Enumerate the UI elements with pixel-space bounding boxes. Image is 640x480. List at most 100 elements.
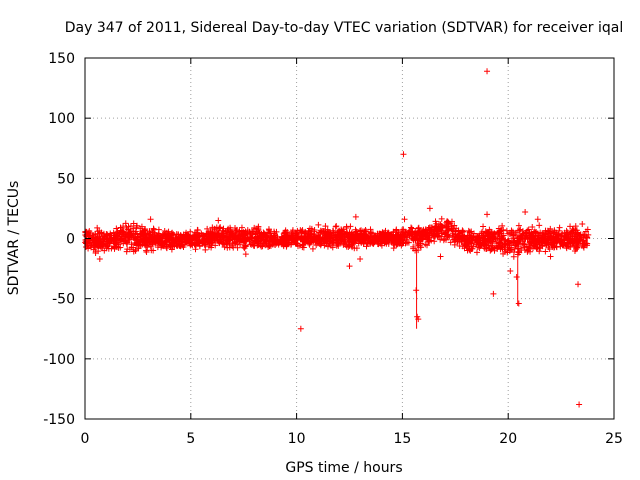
data-point [420,234,427,241]
data-point [146,228,153,235]
data-point [105,238,112,245]
data-point [510,230,517,237]
data-point [495,242,502,249]
data-point [198,239,205,246]
data-point [574,244,581,251]
data-point [409,233,416,240]
data-point [235,235,242,242]
data-point [103,230,110,237]
data-point [214,231,221,238]
data-point [334,230,341,237]
data-point [264,234,271,241]
data-point [514,237,521,244]
data-point [499,222,506,229]
data-point [314,236,321,243]
data-point [139,235,146,242]
data-point [309,245,316,252]
data-point [553,238,560,245]
outlier-point [490,290,497,297]
x-tick-label: 25 [605,431,623,447]
outlier-point [484,211,491,218]
data-point [473,249,480,256]
data-point [459,243,466,250]
data-point [476,244,483,251]
data-point [476,233,483,240]
data-point [174,236,181,243]
data-point [127,229,134,236]
data-point [329,244,336,251]
data-point [520,241,527,248]
data-point [546,245,553,252]
data-point [175,236,182,243]
data-point [286,233,293,240]
data-point [415,224,422,231]
data-point [111,232,118,239]
data-point [137,225,144,232]
outlier-point [534,216,541,223]
outlier-point [400,151,407,158]
data-point [363,243,370,250]
data-point [155,233,162,240]
data-point [162,238,169,245]
data-point [132,247,139,254]
data-point [196,232,203,239]
x-tick-label: 10 [288,431,306,447]
data-point [92,231,99,238]
data-point [468,237,475,244]
data-point [504,238,511,245]
data-point [369,230,376,237]
data-point [202,241,209,248]
data-point [499,243,506,250]
data-point [246,236,253,243]
data-point [315,221,322,228]
data-point [208,244,215,251]
data-point [240,229,247,236]
data-point [221,241,228,248]
data-point [219,240,226,247]
data-point [400,239,407,246]
data-point [572,237,579,244]
y-tick-label: 50 [57,171,75,187]
data-point [571,248,578,255]
data-point [183,232,190,239]
data-point [577,231,584,238]
data-point [230,244,237,251]
data-point [123,240,130,247]
data-point [444,233,451,240]
data-point [521,246,528,253]
data-point [267,243,274,250]
data-point [252,231,259,238]
data-point [544,233,551,240]
data-point [529,223,536,230]
data-point [293,240,300,247]
data-point [189,239,196,246]
outlier-point [401,216,408,223]
data-point [560,236,567,243]
data-point [135,240,142,247]
outlier-point [507,267,514,274]
data-point [298,228,305,235]
outlier-point [522,209,529,216]
data-point [570,242,577,249]
outlier-point [547,253,554,260]
data-point [389,234,396,241]
y-tick-label: 0 [66,232,75,248]
data-point [416,228,423,235]
data-point [329,238,336,245]
data-point [253,225,260,232]
data-point [431,238,438,245]
data-point [146,241,153,248]
data-point [372,232,379,239]
data-point [168,246,175,253]
data-point [539,234,546,241]
y-tick-label: -100 [43,352,75,368]
data-point [173,231,180,238]
data-point [143,248,150,255]
data-point [165,230,172,237]
data-point [438,215,445,222]
data-point [506,242,513,249]
data-point [360,231,367,238]
data-point [415,241,422,248]
data-point [289,227,296,234]
